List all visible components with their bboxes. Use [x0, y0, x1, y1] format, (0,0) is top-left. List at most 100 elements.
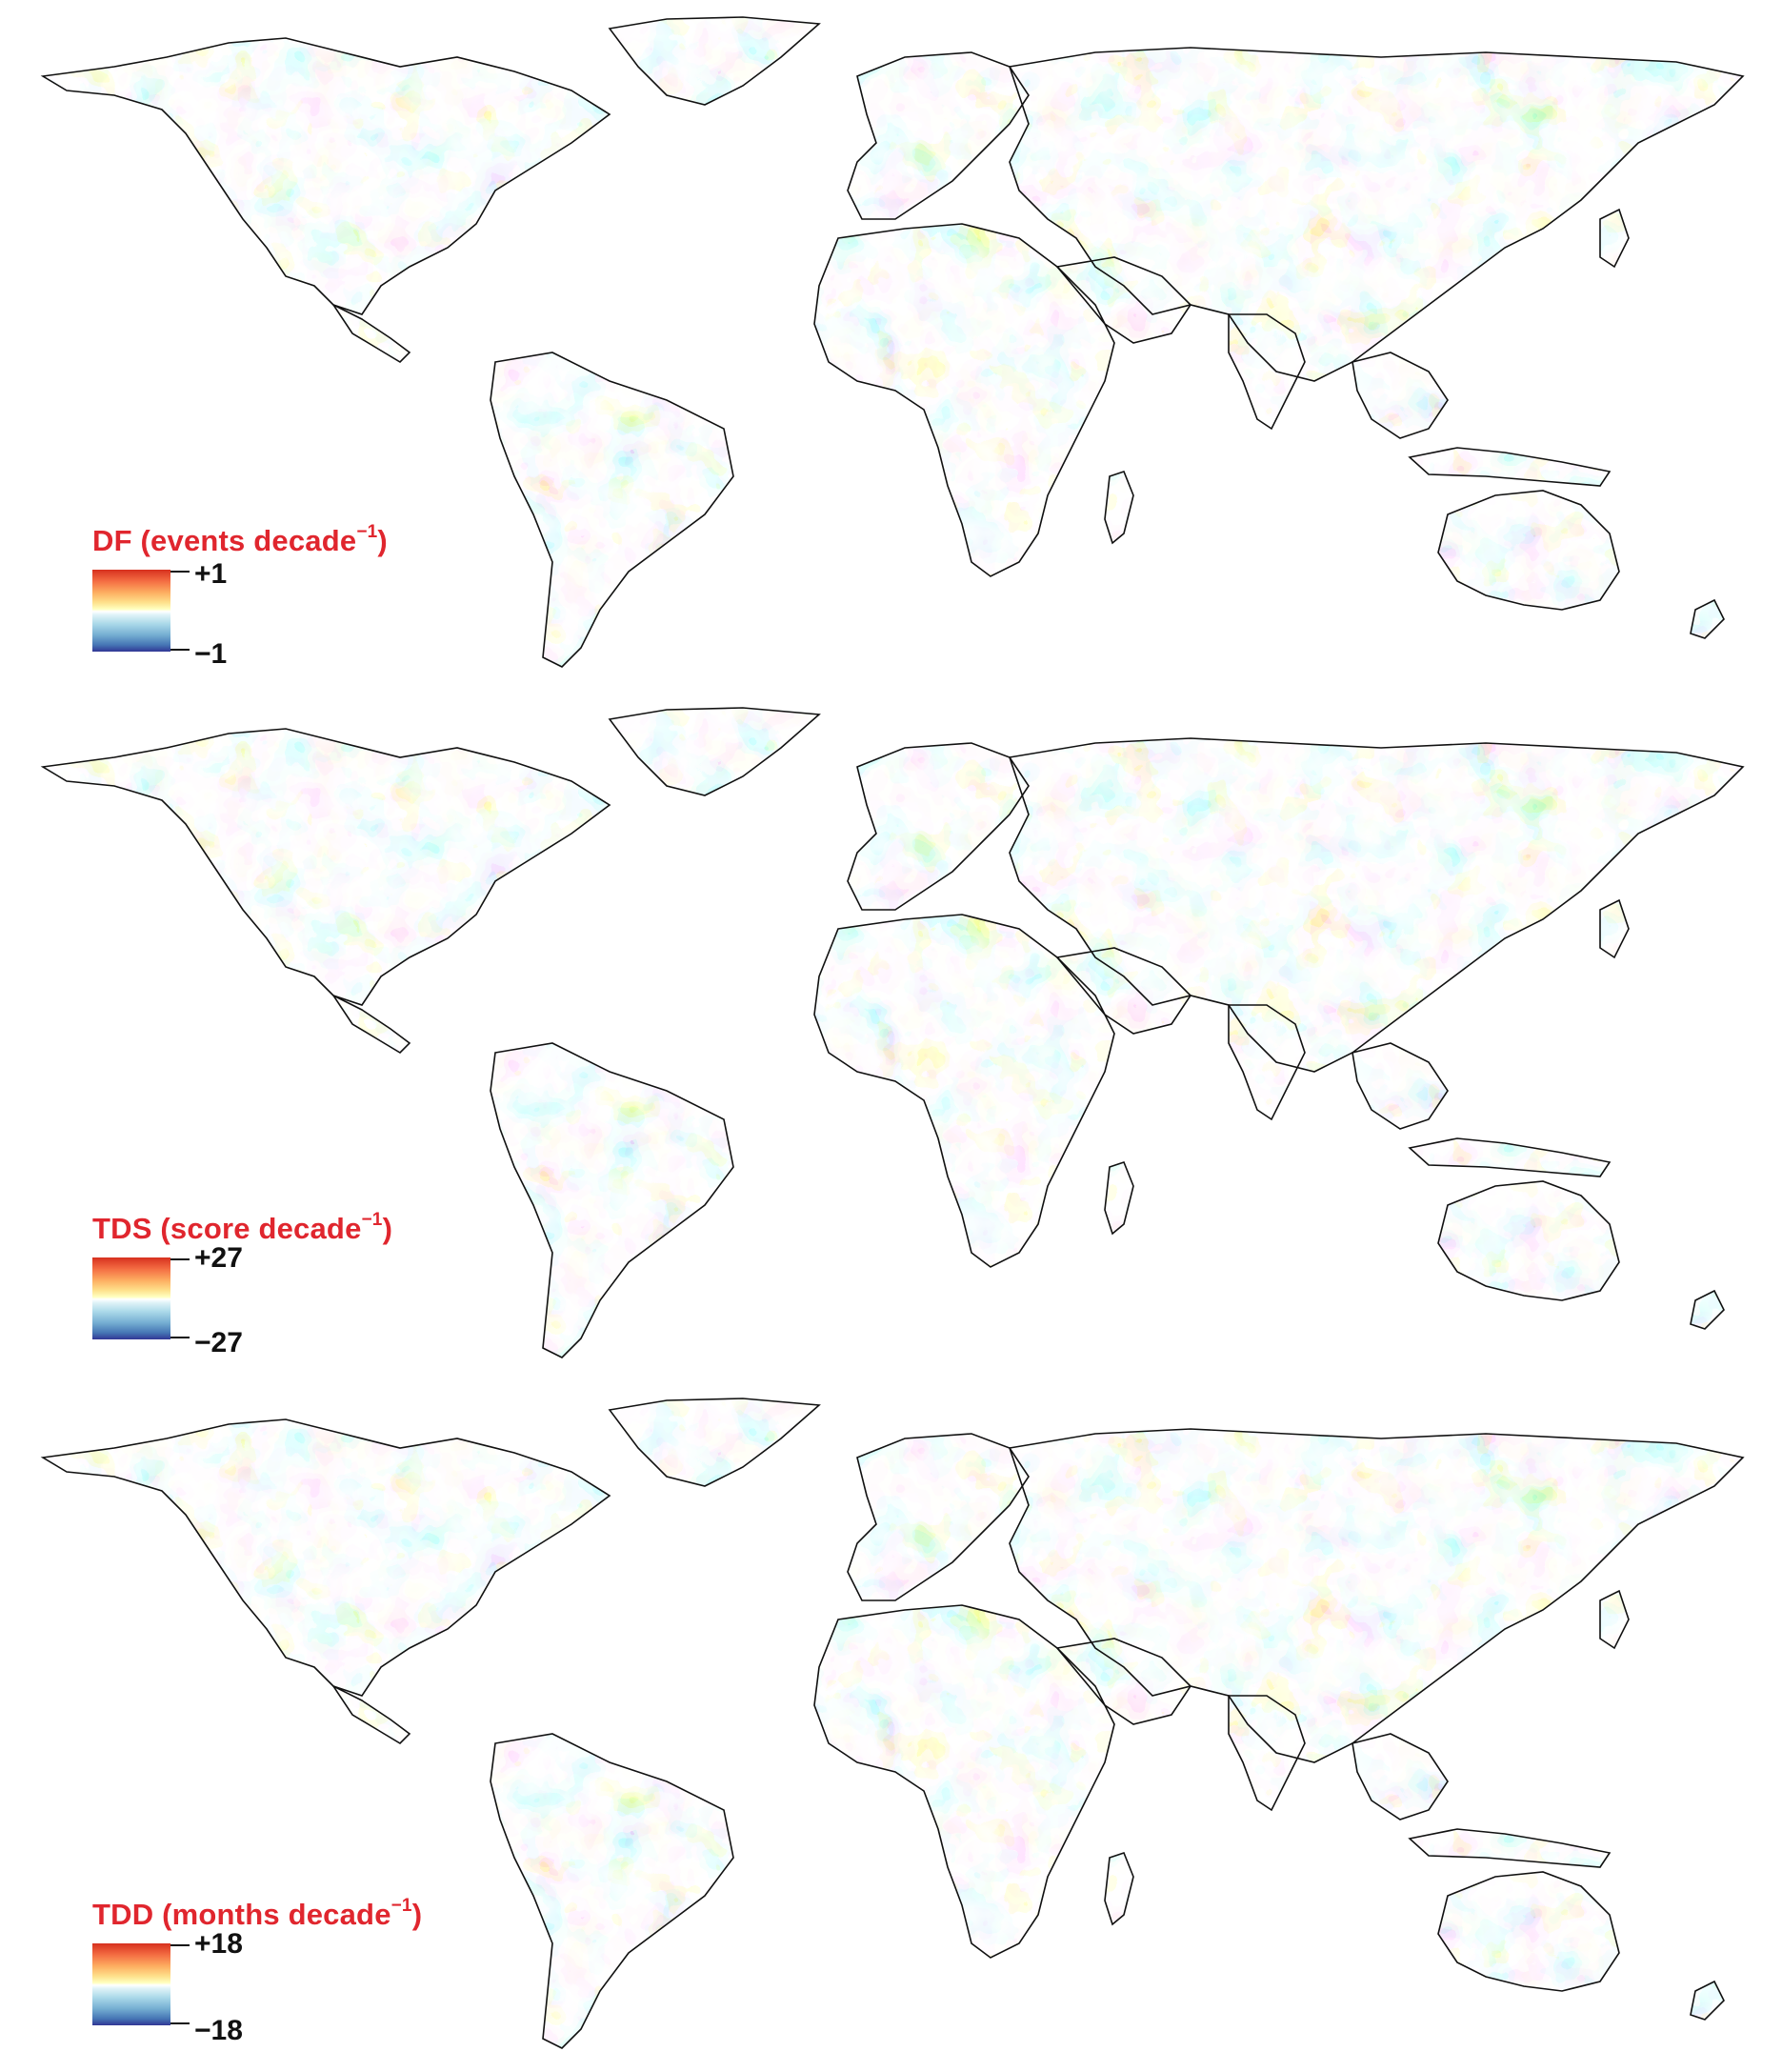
land-arabia: [1057, 948, 1191, 1034]
land-japan: [1600, 210, 1629, 267]
coastline-layer: [40, 16, 1745, 668]
coast-australia: [1437, 490, 1620, 611]
color-scale-bar: [92, 1943, 170, 2025]
landmass-layer: [43, 1398, 1743, 2048]
coast-indonesia: [1408, 1828, 1612, 1868]
land-indonesia: [1410, 1138, 1610, 1177]
land-greenland: [610, 708, 819, 795]
land-australia: [1438, 1181, 1619, 1300]
coast-greenland: [608, 707, 821, 796]
scale-max-label: +18: [194, 1928, 243, 1960]
land-north-america: [43, 729, 610, 1005]
land-greenland: [610, 1398, 819, 1486]
land-new-zealand: [1691, 1291, 1724, 1329]
land-new-zealand: [1691, 1981, 1724, 2020]
coast-new-zealand: [1690, 1980, 1725, 2021]
coastline-layer: [40, 707, 1745, 1358]
land-australia: [1438, 1872, 1619, 1991]
land-japan: [1600, 1591, 1629, 1648]
land-southeast-asia: [1352, 352, 1448, 438]
land-arabia: [1057, 1639, 1191, 1724]
land-africa: [814, 915, 1114, 1267]
legend-title: TDD (months decade−1): [92, 1896, 423, 1931]
coast-japan: [1599, 1589, 1630, 1650]
coast-greenland: [608, 1398, 821, 1487]
scale-min-label: −1: [194, 638, 228, 670]
land-europe: [848, 52, 1029, 219]
land-madagascar: [1105, 1853, 1133, 1924]
coast-north-america: [40, 1418, 611, 1697]
land-europe: [848, 1434, 1029, 1600]
coast-japan: [1599, 898, 1630, 959]
coast-new-zealand: [1690, 1289, 1725, 1330]
coast-japan: [1599, 208, 1630, 269]
world-map-tds: [40, 707, 1745, 1358]
coast-europe: [847, 742, 1030, 911]
coast-indonesia: [1408, 1137, 1612, 1177]
scale-max-label: +27: [194, 1242, 243, 1274]
coast-arabia: [1055, 1638, 1192, 1725]
coast-southeast-asia: [1352, 352, 1449, 439]
tick-min: [170, 2022, 190, 2024]
coast-asia: [1008, 47, 1745, 382]
coast-southeast-asia: [1352, 1042, 1449, 1130]
coast-new-zealand: [1690, 598, 1725, 639]
land-africa: [814, 1605, 1114, 1958]
scale-max-label: +1: [194, 558, 228, 590]
coast-europe: [847, 1433, 1030, 1601]
land-central-america: [333, 1686, 410, 1743]
land-south-america: [491, 1734, 733, 2048]
land-south-america: [491, 1043, 733, 1358]
scale-min-label: −18: [194, 2015, 243, 2046]
color-scale-bar: [92, 1257, 170, 1339]
land-greenland: [610, 17, 819, 105]
coast-central-america: [330, 302, 411, 364]
land-central-america: [333, 996, 410, 1053]
land-indonesia: [1410, 448, 1610, 486]
map-panel-df: DF (events decade−1) +1 −1: [0, 0, 1782, 691]
land-asia: [1010, 738, 1743, 1072]
coast-madagascar: [1104, 471, 1134, 545]
coast-south-america: [490, 352, 734, 668]
land-africa: [814, 224, 1114, 576]
legend-title: DF (events decade−1): [92, 522, 388, 557]
coast-australia: [1437, 1180, 1620, 1301]
tick-max: [170, 1944, 190, 1946]
coast-india: [1228, 313, 1306, 431]
legend-tds: TDS (score decade−1) +27 −27: [92, 1211, 492, 1358]
land-new-zealand: [1691, 600, 1724, 638]
legend-tdd: TDD (months decade−1) +18 −18: [92, 1896, 492, 2045]
land-madagascar: [1105, 1162, 1133, 1234]
world-map-tdd: [40, 1398, 1745, 2049]
land-southeast-asia: [1352, 1734, 1448, 1820]
coastline-layer: [40, 1398, 1745, 2049]
coast-southeast-asia: [1352, 1733, 1449, 1821]
color-scale-bar: [92, 570, 170, 652]
coast-madagascar: [1104, 1852, 1134, 1926]
scale-min-label: −27: [194, 1327, 243, 1358]
coast-indonesia: [1408, 447, 1612, 487]
coast-south-america: [490, 1042, 734, 1358]
land-north-america: [43, 1419, 610, 1696]
coast-australia: [1437, 1871, 1620, 1992]
tick-max: [170, 1258, 190, 1260]
coast-south-america: [490, 1733, 734, 2049]
coast-madagascar: [1104, 1161, 1134, 1236]
land-australia: [1438, 491, 1619, 610]
world-map-df: [40, 16, 1745, 668]
land-southeast-asia: [1352, 1043, 1448, 1129]
coast-arabia: [1055, 256, 1192, 344]
land-madagascar: [1105, 472, 1133, 543]
coast-north-america: [40, 728, 611, 1006]
coast-arabia: [1055, 947, 1192, 1035]
land-arabia: [1057, 257, 1191, 343]
coast-europe: [847, 51, 1030, 220]
land-indonesia: [1410, 1829, 1610, 1867]
tick-min: [170, 1337, 190, 1338]
land-europe: [848, 743, 1029, 910]
coast-north-america: [40, 37, 611, 315]
coast-central-america: [330, 993, 411, 1055]
land-japan: [1600, 900, 1629, 957]
tick-max: [170, 571, 190, 573]
coast-central-america: [330, 1683, 411, 1745]
